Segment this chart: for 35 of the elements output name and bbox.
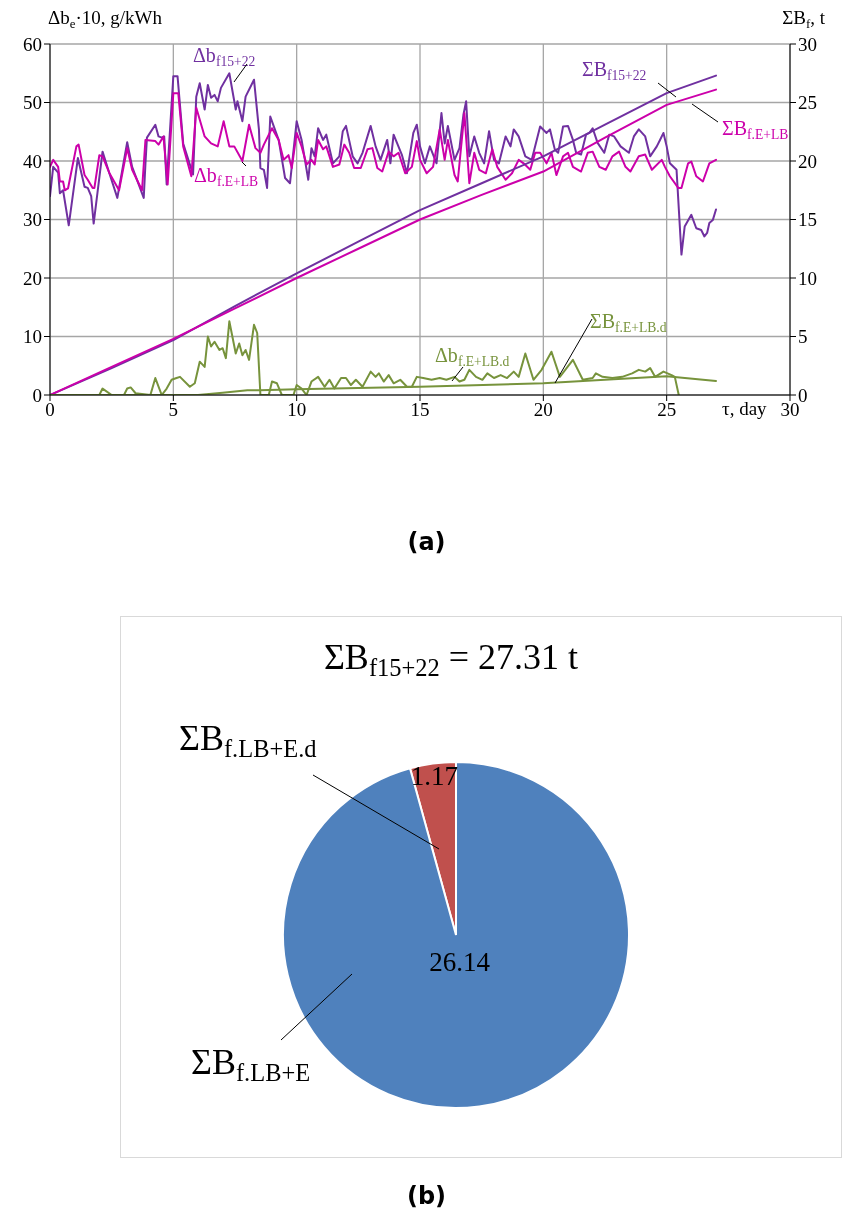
x-axis-title: τ, day [722,398,768,419]
y2-tick-label: 30 [798,33,817,55]
series-label: Δb$_{f.E+LB}$ [194,164,259,190]
y-tick-label: 60 [23,33,42,55]
y-tick-label: 40 [23,150,42,172]
x-tick-label: 10 [287,399,307,421]
slice-label: ΣB$_{f.LB+E}$ [191,1042,311,1087]
y-tick-label: 20 [23,267,42,289]
x-tick-label: 25 [657,399,677,421]
y-axis-title: Δb$_{e}$·10, g/kWh [48,7,163,31]
x-tick-label: 30 [780,399,800,421]
x-tick-label: 15 [410,399,430,421]
y2-tick-label: 10 [798,267,817,289]
text: ΣB$_{f.E+LB.d}$ [590,310,667,336]
y2-tick-label: 20 [798,150,817,172]
text: (a) [406,528,447,556]
slice-label: ΣB$_{f.LB+E.d}$ [179,718,317,763]
text: (b) [405,1182,448,1210]
series-label: ΣB$_{f15+22}$ [582,58,647,84]
series-label: Δb$_{f.E+LB.d}$ [435,344,510,370]
data-label: 26.14 [429,947,491,978]
y2-tick-label: 0 [798,384,808,406]
y2-tick-label: 15 [798,209,817,231]
y2-tick-label: 25 [798,92,817,114]
y2-axis-title: ΣB$_{f}$, t [782,7,826,31]
y-tick-label: 10 [23,326,42,348]
x-tick-label: 20 [533,399,553,421]
y2-tick-label: 5 [798,326,808,348]
series-label: ΣB$_{f.E+LB}$ [722,117,789,143]
y-tick-label: 30 [23,209,42,231]
chart-title: ΣB$_{f15+22}$ = 27.31 t [323,637,579,682]
series-label: Δb$_{f15+22}$ [193,44,256,70]
y-tick-label: 0 [32,384,42,406]
y-tick-label: 50 [23,92,42,114]
x-tick-label: 5 [168,399,179,421]
